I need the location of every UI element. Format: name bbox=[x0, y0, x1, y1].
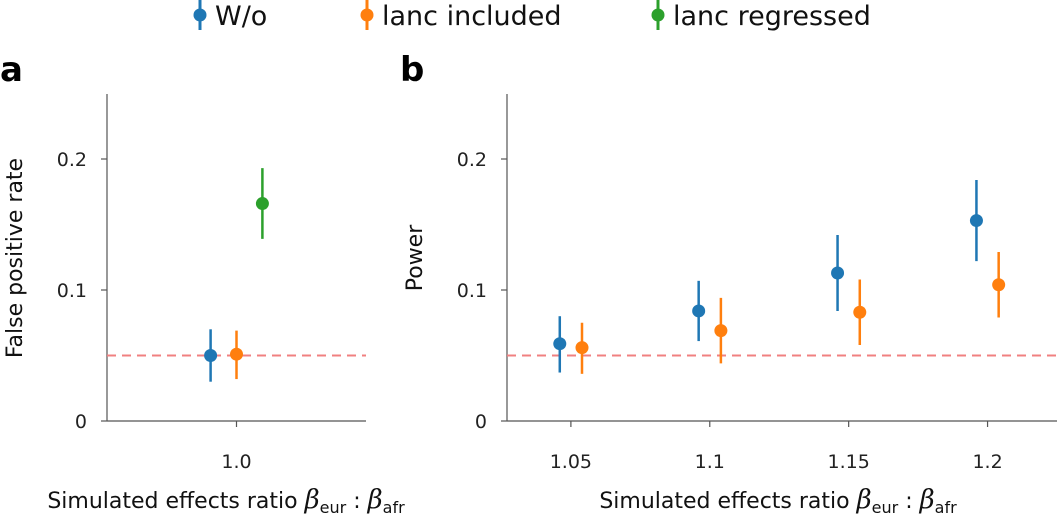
x-tick-label-b-0: 1.05 bbox=[550, 451, 592, 473]
x-axis-label-sub-afr-a: afr bbox=[383, 498, 405, 517]
x-axis-label-sub-afr-b: afr bbox=[935, 498, 957, 517]
x-tick-label-b-1: 1.1 bbox=[695, 451, 725, 473]
x-axis-label-colon-b: : bbox=[905, 489, 912, 514]
point-b-w-o-2 bbox=[831, 266, 845, 280]
point-b-w-o-3 bbox=[969, 214, 983, 228]
y-tick-label-a-2: 0.2 bbox=[57, 149, 87, 171]
x-axis-label-beta-eur-a: β bbox=[304, 485, 320, 515]
x-axis-label-b: Simulated effects ratio βeur : βafr bbox=[599, 485, 957, 517]
point-b-lanc-included-1 bbox=[714, 324, 728, 338]
point-b-lanc-included-2 bbox=[853, 305, 867, 319]
y-tick-label-b-0: 0 bbox=[475, 411, 487, 433]
x-axis-label-colon-a: : bbox=[353, 489, 360, 514]
legend-label-lanc-included: lanc included bbox=[382, 1, 562, 32]
y-tick-label-b-1: 0.1 bbox=[457, 280, 487, 302]
y-tick-label-a-0: 0 bbox=[75, 411, 87, 433]
x-axis-label-a: Simulated effects ratio βeur : βafr bbox=[47, 485, 405, 517]
point-a-lanc-included-0 bbox=[230, 347, 243, 361]
y-tick-label-a-1: 0.1 bbox=[57, 280, 87, 302]
point-b-w-o-0 bbox=[553, 337, 567, 351]
legend-marker-w-o bbox=[193, 8, 207, 22]
panel-label-b: b bbox=[400, 50, 424, 90]
y-tick-label-b-2: 0.2 bbox=[457, 149, 487, 171]
x-axis-label-beta-eur-b: β bbox=[856, 485, 872, 515]
legend-marker-lanc-regressed bbox=[651, 8, 665, 22]
x-tick-label-b-2: 1.15 bbox=[828, 451, 870, 473]
panel-label-a: a bbox=[0, 50, 23, 90]
x-axis-label-sub-eur-a: eur bbox=[320, 498, 347, 517]
x-axis-label-beta-afr-b: β bbox=[919, 485, 935, 515]
x-axis-label-text-b: Simulated effects ratio bbox=[599, 489, 849, 514]
legend-label-w-o: W/o bbox=[215, 1, 267, 32]
y-axis-label-a: False positive rate bbox=[3, 158, 28, 358]
x-axis-label-text-a: Simulated effects ratio bbox=[47, 489, 297, 514]
legend: W/o lanc included lanc regressed bbox=[193, 0, 871, 32]
panel-a: False positive rate Simulated effects ra… bbox=[3, 94, 405, 517]
x-tick-label-b-3: 1.2 bbox=[972, 451, 1002, 473]
legend-label-lanc-regressed: lanc regressed bbox=[673, 1, 871, 32]
x-tick-label-a-0: 1.0 bbox=[221, 451, 251, 473]
panel-b: Power Simulated effects ratio βeur : βaf… bbox=[403, 94, 1057, 517]
legend-marker-lanc-included bbox=[360, 8, 374, 22]
x-axis-label-beta-afr-a: β bbox=[367, 485, 383, 515]
point-b-lanc-included-0 bbox=[575, 341, 589, 355]
point-b-w-o-1 bbox=[692, 304, 706, 318]
y-axis-label-b: Power bbox=[403, 224, 428, 291]
x-axis-label-sub-eur-b: eur bbox=[872, 498, 899, 517]
point-a-w-o-0 bbox=[204, 349, 218, 362]
point-a-lanc-regressed-0 bbox=[255, 197, 269, 211]
point-b-lanc-included-3 bbox=[992, 278, 1006, 292]
